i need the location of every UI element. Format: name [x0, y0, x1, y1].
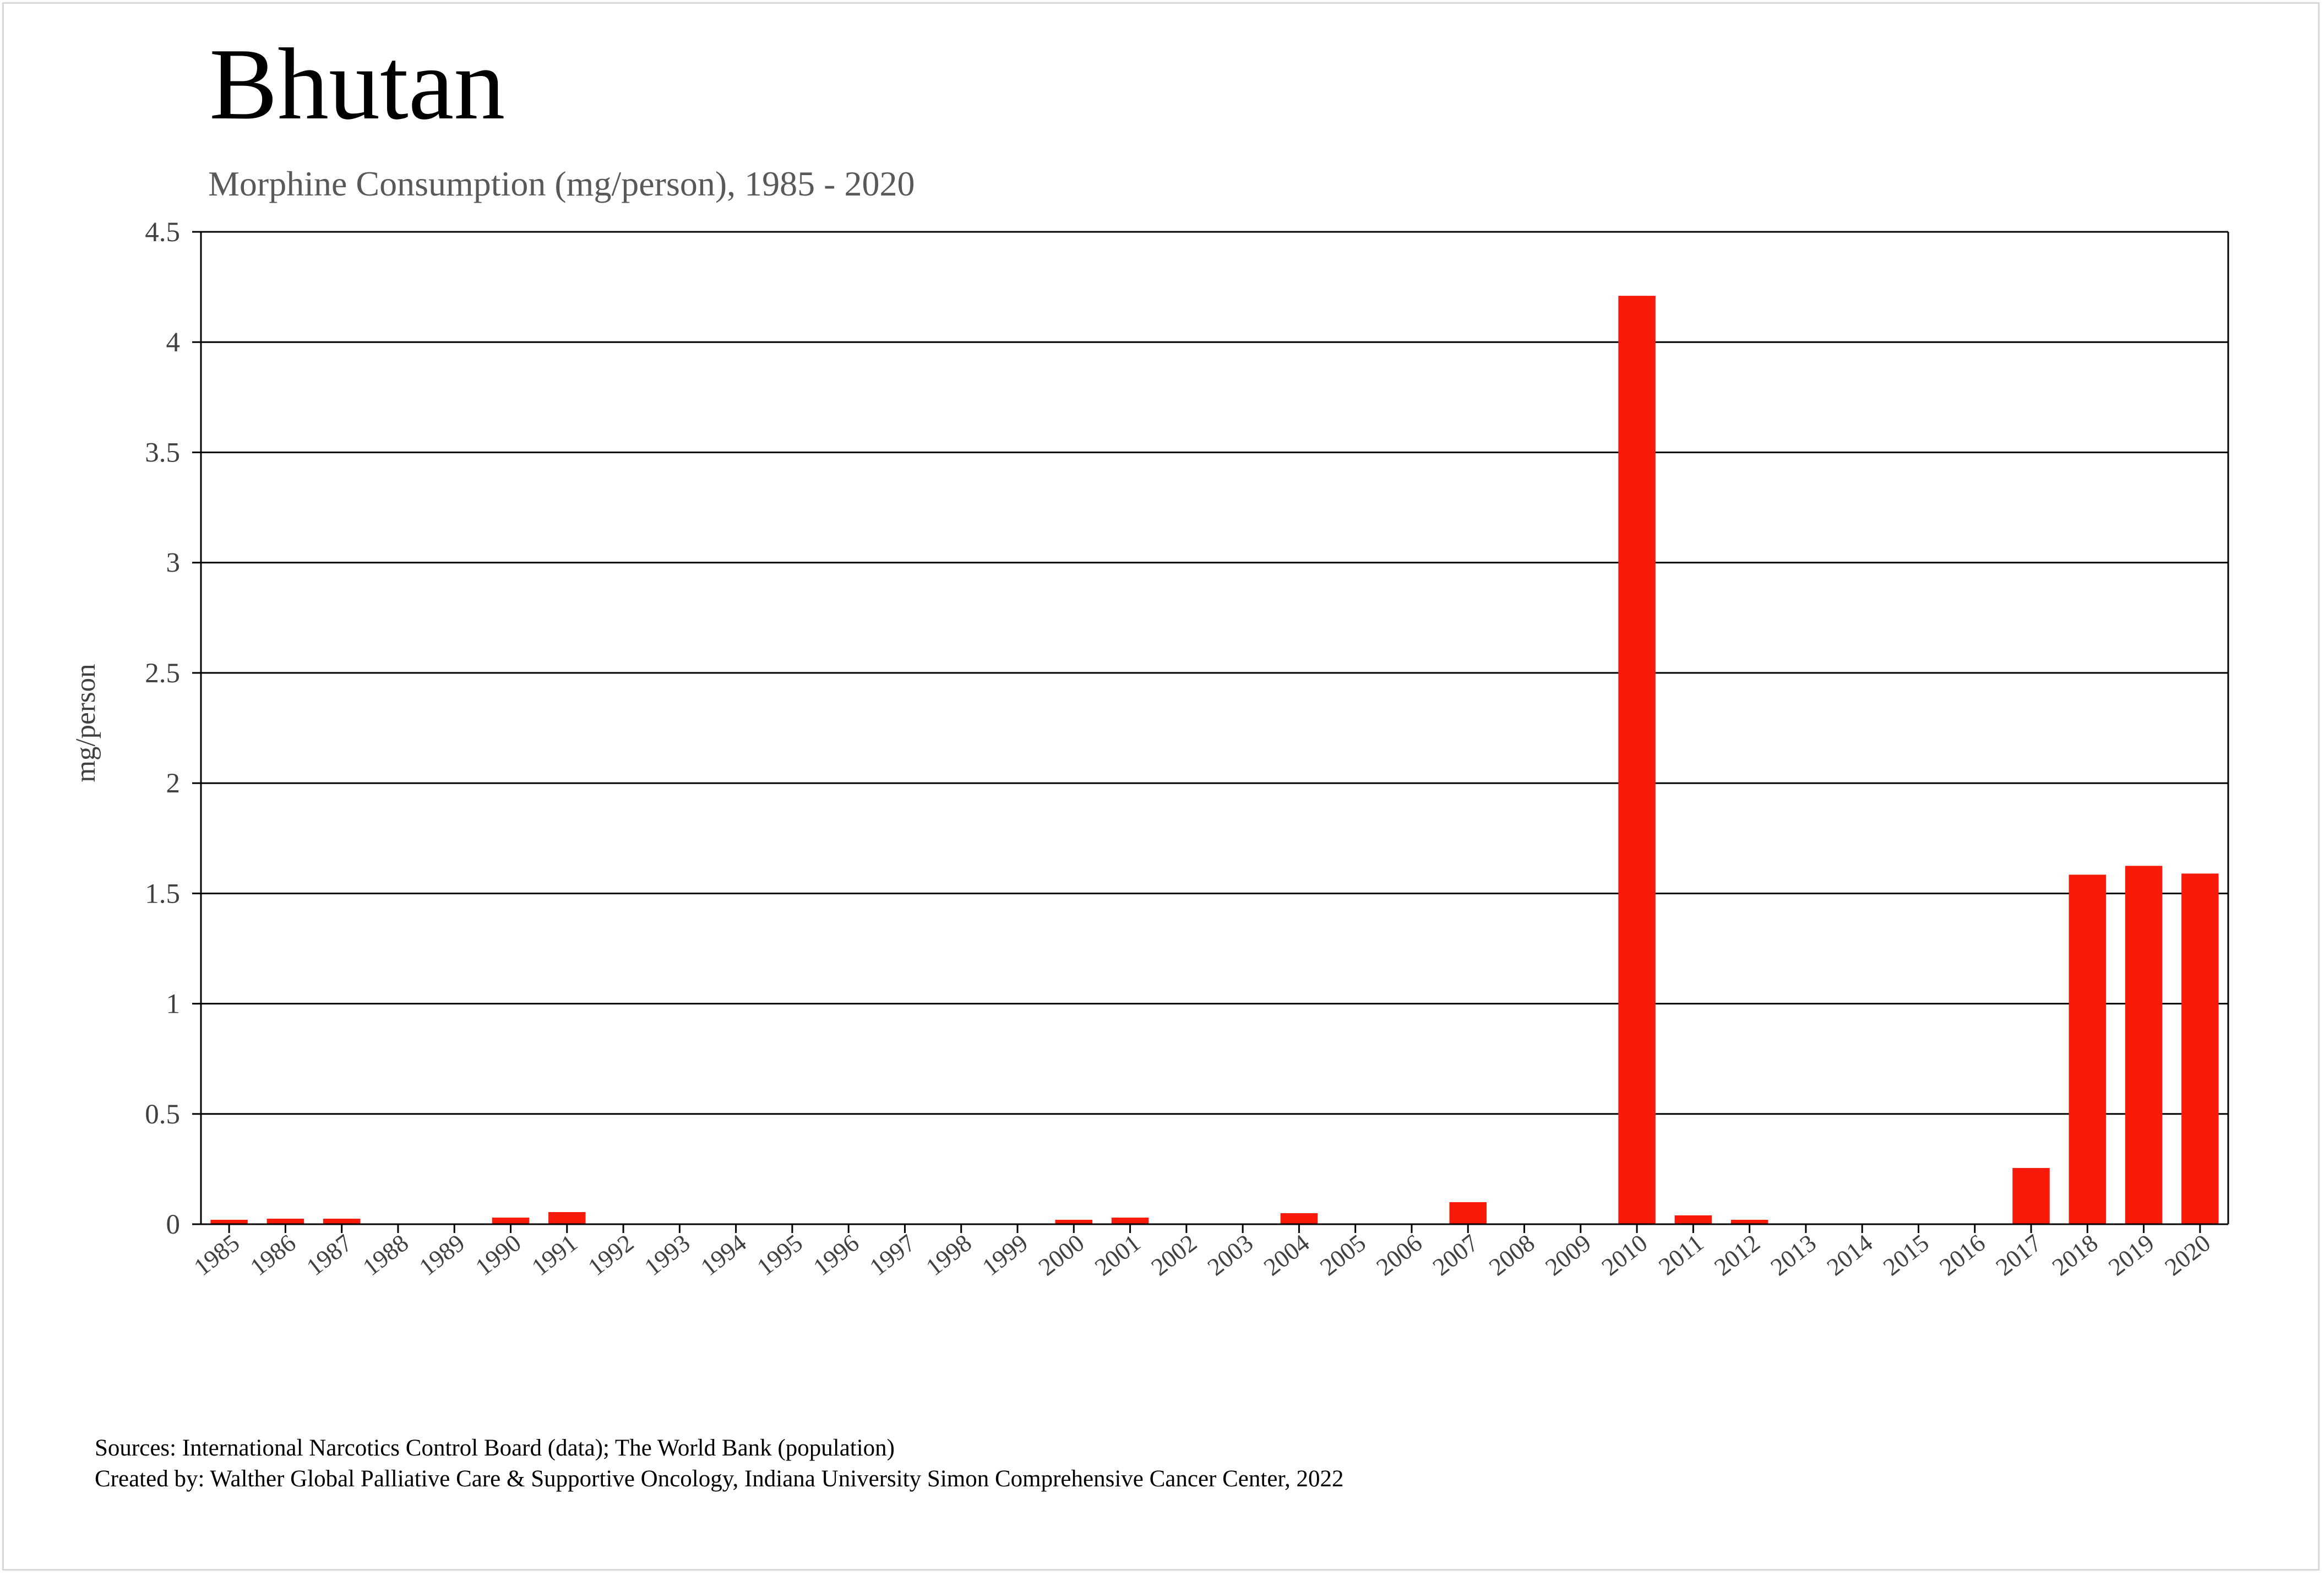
x-tick-label: 2007 [1428, 1229, 1484, 1281]
y-tick-label: 2 [166, 768, 181, 799]
x-tick-label: 2017 [1990, 1229, 2047, 1281]
footer-sources: Sources: International Narcotics Control… [95, 1435, 895, 1461]
x-tick-label: 2000 [1033, 1229, 1090, 1281]
x-tick-label: 2014 [1822, 1229, 1878, 1281]
x-tick-label: 2019 [2103, 1229, 2159, 1281]
x-tick-label: 1993 [639, 1229, 695, 1281]
x-tick-label: 1986 [245, 1229, 301, 1281]
y-tick-label: 0 [166, 1209, 181, 1240]
x-tick-label: 2001 [1090, 1229, 1146, 1281]
x-tick-label: 2018 [2047, 1229, 2103, 1281]
x-tick-label: 2002 [1146, 1229, 1202, 1281]
x-tick-label: 2004 [1259, 1229, 1315, 1281]
y-tick-labels: 0 0.5 1 1.5 2 2.5 3 3.5 4 4.5 [145, 217, 180, 1240]
x-tick-label: 1987 [301, 1229, 357, 1281]
bar-2012 [1730, 1219, 1768, 1224]
bar-2018 [2069, 875, 2107, 1224]
chart-title: Bhutan [209, 28, 505, 141]
bar-2010 [1618, 296, 1656, 1224]
x-tick-label: 2013 [1765, 1229, 1821, 1281]
y-tick-label: 3 [166, 548, 181, 579]
x-tick-label: 2015 [1878, 1229, 1934, 1281]
x-tick-labels: 1985 1986 1987 1988 1989 1990 1991 1992 1993 1994… [189, 1229, 2216, 1281]
bar-1985 [210, 1219, 248, 1224]
x-tick-label: 2010 [1597, 1229, 1653, 1281]
bar-1990 [492, 1217, 530, 1224]
x-tick-label: 1994 [695, 1229, 752, 1281]
x-tick-label: 1985 [189, 1229, 245, 1281]
x-tick-label: 1992 [583, 1229, 639, 1281]
x-tick-label: 1989 [414, 1229, 470, 1281]
x-tick-label: 1990 [470, 1229, 526, 1281]
x-tick-label: 2006 [1371, 1229, 1427, 1281]
x-tick-label: 1995 [752, 1229, 808, 1281]
x-tick-label: 1988 [357, 1229, 413, 1281]
x-tick-label: 1991 [526, 1229, 583, 1281]
chart-subtitle: Morphine Consumption (mg/person), 1985 -… [208, 164, 915, 203]
x-tick-label: 2016 [1934, 1229, 1990, 1281]
x-tick-label: 1999 [977, 1229, 1033, 1281]
x-tick-label: 2008 [1484, 1229, 1540, 1281]
x-tick-label: 1997 [864, 1229, 921, 1281]
axes [192, 231, 2229, 1233]
gridlines [201, 231, 2228, 1225]
y-tick-label: 2.5 [145, 658, 180, 689]
y-tick-label: 1 [166, 989, 181, 1020]
y-tick-label: 4 [166, 327, 181, 358]
x-tick-label: 2005 [1315, 1229, 1371, 1281]
x-tick-label: 1998 [921, 1229, 977, 1281]
bar-2004 [1280, 1213, 1318, 1224]
y-tick-label: 1.5 [145, 878, 180, 909]
y-tick-label: 4.5 [145, 217, 180, 248]
y-axis-label: mg/person [70, 664, 101, 782]
bar-2001 [1111, 1217, 1149, 1224]
bar-1987 [323, 1218, 361, 1224]
y-tick-label: 0.5 [145, 1099, 180, 1130]
x-tick-label: 2009 [1540, 1229, 1596, 1281]
bar-2017 [2012, 1167, 2050, 1224]
bar-2000 [1055, 1219, 1093, 1224]
x-tick-label: 2012 [1709, 1229, 1765, 1281]
bar-2020 [2181, 873, 2219, 1224]
bar-1991 [548, 1212, 586, 1224]
bars [210, 296, 2219, 1224]
bar-1986 [266, 1218, 304, 1224]
x-tick-label: 1996 [808, 1229, 864, 1281]
y-tick-label: 3.5 [145, 437, 180, 468]
x-tick-label: 2020 [2159, 1229, 2216, 1281]
bar-2011 [1674, 1215, 1712, 1224]
x-tick-label: 2011 [1653, 1229, 1708, 1280]
bar-2019 [2125, 866, 2163, 1224]
bar-2007 [1449, 1202, 1487, 1224]
x-tick-label: 2003 [1202, 1229, 1259, 1281]
footer-created-by: Created by: Walther Global Palliative Ca… [95, 1466, 1344, 1492]
